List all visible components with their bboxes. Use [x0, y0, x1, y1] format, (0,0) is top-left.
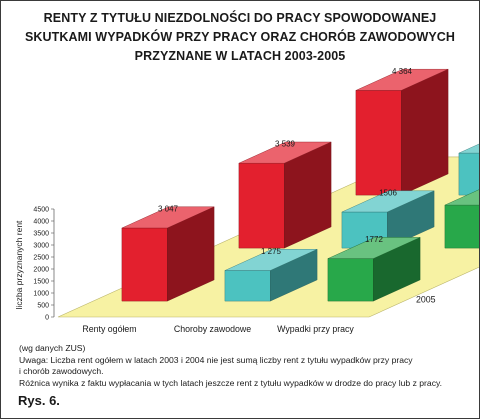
chart-title: RENTY Z TYTUŁU NIEZDOLNOŚCI DO PRACY SPO… [9, 9, 471, 66]
bar-value-label: 1506 [379, 188, 397, 197]
category-label: Choroby zawodowe [174, 324, 251, 334]
chart-notes: (wg danych ZUS) Uwaga: Liczba rent ogółe… [19, 343, 474, 389]
bar-top-face [355, 68, 449, 91]
bar-front-face [355, 90, 402, 196]
bar-value-label: 3 047 [158, 204, 179, 213]
y-tick-label: 0 [45, 315, 49, 322]
y-axis-label: liczba przyznanych rent [14, 220, 24, 309]
note-line-2: i chorób zawodowych. [19, 366, 104, 377]
y-tick-label: 2000 [33, 267, 49, 274]
y-tick-label: 500 [37, 303, 49, 310]
y-tick-label: 1000 [33, 291, 49, 298]
bar-front-face [458, 152, 479, 196]
bar: 1748 [458, 143, 479, 196]
bar: 1 275 [224, 247, 318, 302]
bar-value-label: 1 275 [261, 247, 282, 256]
note-line-3: Różnica wynika z faktu wypłacania w tych… [19, 377, 443, 388]
bar-top-face [224, 249, 318, 271]
bar-value-label: 1772 [365, 235, 383, 244]
bar-front-face [327, 258, 374, 302]
series-label: 2005 [416, 294, 436, 304]
bar: 4 364 [355, 67, 449, 196]
figure-caption: Rys. 6. [18, 393, 60, 408]
bar-top-face [458, 143, 479, 154]
chart-title-line-1: RENTY Z TYTUŁU NIEZDOLNOŚCI DO PRACY SPO… [43, 11, 437, 25]
bar-top-face [444, 189, 479, 206]
category-label: Renty ogółem [82, 324, 136, 334]
bar-front-face [224, 270, 271, 302]
bar-front-face [121, 227, 168, 302]
bar: 3 047 [121, 204, 215, 302]
chart-title-line-2: SKUTKAMI WYPADKÓW PRZY PRACY ORAZ CHORÓB… [24, 30, 456, 44]
bar-value-label: 3 539 [275, 140, 296, 149]
y-tick-label: 2500 [33, 255, 49, 262]
category-label: Wypadki przy pracy [277, 324, 354, 334]
source-note: (wg danych ZUS) [19, 343, 86, 353]
y-tick-label: 1500 [33, 279, 49, 286]
bar-side-face [401, 68, 449, 196]
bar-top-face [121, 206, 215, 229]
bar: 3 539 [238, 140, 332, 249]
bar-value-label: 4 364 [392, 67, 413, 76]
bar: 1791 [444, 189, 479, 249]
chart-title-line-3: PRZYZNANE W LATACH 2003-2005 [134, 49, 346, 63]
y-tick-label: 3000 [33, 243, 49, 250]
note-line-1: Uwaga: Liczba rent ogółem w latach 2003 … [19, 354, 413, 365]
bar: 1772 [327, 235, 421, 302]
y-tick-label: 4000 [33, 219, 49, 226]
bar-front-face [238, 162, 285, 249]
bar-top-face [327, 237, 421, 259]
bar-top-face [341, 190, 435, 213]
y-tick-label: 4500 [33, 207, 49, 214]
y-tick-label: 3500 [33, 231, 49, 238]
bar-front-face [444, 204, 479, 249]
bar-top-face [238, 141, 332, 164]
